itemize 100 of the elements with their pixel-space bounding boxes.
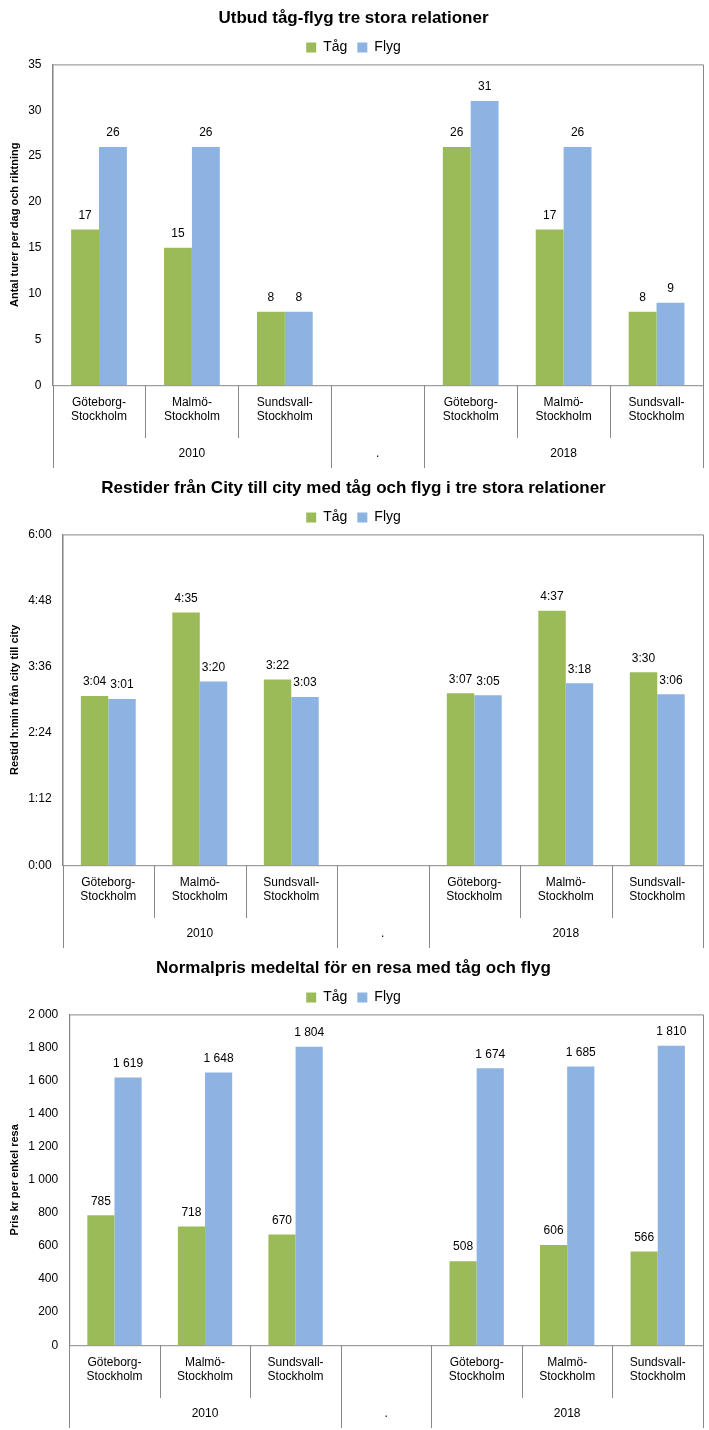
x-tick-label: Malmö-Stockholm — [177, 1354, 234, 1384]
bar — [191, 146, 220, 386]
legend-label: Flyg — [374, 508, 401, 525]
x-tick-label: Sundsvall-Stockholm — [263, 874, 320, 904]
data-label: 718 — [181, 1204, 202, 1219]
bar — [199, 681, 228, 866]
data-label: 9 — [667, 281, 675, 296]
y-tick-label: 20 — [28, 194, 42, 209]
bar — [80, 696, 109, 866]
data-label: 1 674 — [475, 1046, 506, 1061]
x-tick-label: Sundsvall-Stockholm — [256, 394, 313, 424]
bar — [656, 302, 685, 386]
bar — [99, 146, 127, 386]
bar — [628, 311, 657, 386]
bar — [474, 695, 502, 866]
bar — [114, 1077, 142, 1346]
y-tick-label: 2:24 — [28, 725, 52, 740]
y-axis-title: Antal turer per dag och riktning — [7, 142, 20, 307]
bar — [268, 1234, 296, 1346]
y-tick-label: 1 800 — [28, 1039, 59, 1054]
bar — [177, 1226, 206, 1346]
data-label: 15 — [171, 226, 185, 241]
bar — [449, 1261, 477, 1346]
text: 2018 — [550, 446, 578, 461]
bar — [172, 612, 200, 866]
y-tick-label: 1 200 — [28, 1139, 59, 1154]
y-axis-title: Restid h:min från city till city — [7, 623, 20, 775]
y-tick-label: 35 — [28, 56, 42, 71]
legend-label: Tåg — [323, 988, 348, 1005]
y-tick-label: 1 600 — [28, 1072, 59, 1087]
chart-title: Utbud tåg-flyg tre stora relationer — [218, 7, 489, 27]
data-label: 3:01 — [110, 677, 135, 692]
data-label: 606 — [543, 1223, 564, 1238]
bar — [291, 697, 319, 866]
y-tick-label: 10 — [28, 285, 42, 300]
data-label: 26 — [450, 125, 464, 140]
text: 2018 — [553, 1406, 581, 1421]
data-label: 8 — [267, 290, 275, 305]
bar — [295, 1046, 323, 1346]
x-tick-label: Sundsvall-Stockholm — [629, 1354, 686, 1384]
y-tick-label: 25 — [28, 148, 42, 163]
x-tick-label: Göteborg-Stockholm — [80, 874, 137, 904]
bar — [629, 672, 658, 866]
data-label: 1 648 — [203, 1050, 234, 1065]
x-tick-label: Sundsvall-Stockholm — [629, 874, 686, 904]
y-tick-label: 0 — [51, 1337, 59, 1352]
text: . — [376, 446, 380, 461]
data-label: 26 — [570, 125, 585, 140]
text: . — [381, 926, 385, 941]
legend-label: Flyg — [374, 38, 401, 55]
x-tick-label: Göteborg-Stockholm — [70, 394, 128, 424]
text: 2010 — [178, 446, 206, 461]
y-tick-label: 6:00 — [28, 526, 52, 541]
x-tick-label: Malmö-Stockholm — [535, 394, 592, 424]
data-label: 4:37 — [540, 588, 565, 603]
data-label: 1 810 — [656, 1024, 687, 1039]
y-tick-label: 200 — [38, 1304, 59, 1319]
y-tick-label: 400 — [38, 1271, 59, 1286]
data-label: 1 804 — [294, 1025, 325, 1040]
data-label: 566 — [634, 1229, 655, 1244]
text: 2010 — [191, 1406, 219, 1421]
y-tick-label: 0:00 — [28, 857, 52, 872]
bar — [565, 683, 594, 866]
data-label: 3:22 — [265, 657, 290, 672]
data-label: 8 — [295, 290, 303, 305]
x-tick-label: Göteborg-Stockholm — [86, 1354, 143, 1384]
y-tick-label: 800 — [38, 1205, 59, 1220]
x-tick-label: Malmö-Stockholm — [171, 874, 228, 904]
x-tick-label: Sundsvall-Stockholm — [628, 394, 685, 424]
y-tick-label: 5 — [34, 331, 42, 346]
data-label: 3:30 — [631, 650, 656, 665]
data-label: 4:35 — [174, 590, 199, 605]
data-label: 26 — [199, 125, 213, 140]
bar — [535, 229, 564, 386]
y-tick-label: 600 — [38, 1238, 59, 1253]
data-label: 785 — [90, 1193, 112, 1208]
bar — [540, 1244, 568, 1346]
x-tick-label: Malmö-Stockholm — [163, 394, 220, 424]
legend-label: Flyg — [374, 988, 401, 1005]
bar — [442, 146, 471, 386]
chart-title: Restider från City till city med tåg och flyg i tre stora relationer — [101, 477, 607, 497]
data-label: 3:04 — [82, 674, 107, 689]
bar — [630, 1251, 658, 1346]
bar — [71, 229, 100, 386]
data-label: 508 — [453, 1239, 474, 1254]
y-tick-label: 1 000 — [28, 1172, 59, 1187]
data-label: 3:18 — [567, 661, 592, 676]
bar — [256, 311, 285, 386]
chart-title: Normalpris medeltal för en resa med tåg och flyg — [156, 957, 551, 977]
x-tick-label: Göteborg-Stockholm — [442, 394, 499, 424]
data-label: 3:05 — [476, 673, 500, 688]
y-tick-label: 3:36 — [28, 659, 52, 674]
y-tick-label: 15 — [28, 240, 42, 255]
bar — [563, 146, 592, 386]
data-label: 31 — [477, 79, 492, 94]
data-label: 17 — [78, 207, 93, 222]
bar — [205, 1072, 233, 1346]
y-tick-label: 30 — [28, 102, 42, 117]
bar — [538, 610, 566, 866]
x-tick-label: Sundsvall-Stockholm — [267, 1354, 324, 1384]
